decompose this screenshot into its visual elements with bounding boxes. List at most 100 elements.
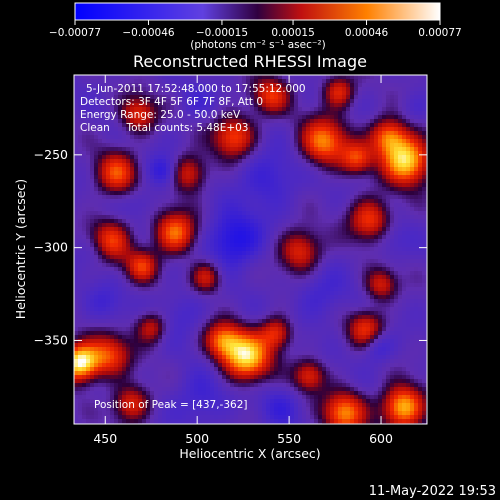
heatmap-cell [238, 271, 242, 275]
heatmap-cell [246, 75, 250, 79]
heatmap-cell [202, 75, 206, 79]
heatmap-cell [182, 227, 186, 231]
heatmap-cell [118, 283, 122, 287]
heatmap-cell [262, 75, 266, 79]
heatmap-cell [78, 159, 82, 163]
heatmap-cell [386, 235, 390, 239]
heatmap-cell [78, 283, 82, 287]
heatmap-cell [130, 259, 134, 263]
heatmap-cell [206, 131, 210, 135]
heatmap-cell [118, 171, 122, 175]
heatmap-cell [134, 127, 138, 131]
heatmap-cell [402, 211, 406, 215]
heatmap-cell [390, 215, 394, 219]
heatmap-cell [422, 247, 426, 251]
heatmap-cell [322, 135, 326, 139]
heatmap-cell [210, 119, 214, 123]
heatmap-cell [78, 131, 82, 135]
heatmap-cell [390, 211, 394, 215]
heatmap-cell [138, 199, 142, 203]
heatmap-cell [78, 143, 82, 147]
heatmap-cell [134, 163, 138, 167]
heatmap-cell [386, 263, 390, 267]
heatmap-cell [342, 215, 346, 219]
heatmap-cell [178, 95, 182, 99]
heatmap-cell [314, 115, 318, 119]
heatmap-cell [418, 235, 422, 239]
heatmap-cell [334, 287, 338, 291]
heatmap-cell [270, 91, 274, 95]
heatmap-cell [118, 275, 122, 279]
heatmap-cell [106, 219, 110, 223]
heatmap-cell [214, 223, 218, 227]
heatmap-cell [262, 271, 266, 275]
heatmap-cell [234, 291, 238, 295]
heatmap-cell [406, 91, 410, 95]
heatmap-cell [246, 275, 250, 279]
heatmap-cell [146, 79, 150, 83]
heatmap-cell [302, 115, 306, 119]
heatmap-cell [222, 223, 226, 227]
heatmap-cell [314, 251, 318, 255]
heatmap-cell [174, 175, 178, 179]
heatmap-cell [270, 179, 274, 183]
heatmap-cell [194, 167, 198, 171]
heatmap-cell [266, 191, 270, 195]
heatmap-cell [266, 223, 270, 227]
heatmap-cell [390, 183, 394, 187]
heatmap-cell [282, 139, 286, 143]
heatmap-cell [114, 155, 118, 159]
heatmap-cell [150, 195, 154, 199]
heatmap-cell [290, 155, 294, 159]
heatmap-cell [154, 167, 158, 171]
heatmap-cell [350, 227, 354, 231]
heatmap-cell [222, 91, 226, 95]
heatmap-cell [134, 295, 138, 299]
heatmap-cell [234, 131, 238, 135]
heatmap-cell [222, 287, 226, 291]
heatmap-cell [238, 295, 242, 299]
heatmap-cell [410, 171, 414, 175]
heatmap-cell [246, 207, 250, 211]
heatmap-cell [386, 267, 390, 271]
heatmap-cell [90, 163, 94, 167]
heatmap-cell [166, 267, 170, 271]
heatmap-cell [262, 267, 266, 271]
heatmap-cell [154, 111, 158, 115]
heatmap-cell [150, 167, 154, 171]
heatmap-cell [374, 75, 378, 79]
heatmap-cell [270, 271, 274, 275]
heatmap-cell [326, 211, 330, 215]
heatmap-cell [90, 259, 94, 263]
heatmap-cell [306, 211, 310, 215]
heatmap-cell [166, 99, 170, 103]
heatmap-cell [106, 295, 110, 299]
heatmap-cell [290, 115, 294, 119]
heatmap-cell [338, 91, 342, 95]
heatmap-cell [278, 231, 282, 235]
heatmap-cell [154, 263, 158, 267]
heatmap-cell [286, 179, 290, 183]
heatmap-cell [154, 79, 158, 83]
heatmap-cell [230, 275, 234, 279]
heatmap-cell [362, 279, 366, 283]
heatmap-cell [382, 163, 386, 167]
heatmap-cell [406, 75, 410, 79]
heatmap-cell [326, 195, 330, 199]
heatmap-cell [294, 263, 298, 267]
heatmap-cell [414, 267, 418, 271]
heatmap-cell [418, 127, 422, 131]
heatmap-cell [198, 195, 202, 199]
heatmap-cell [114, 195, 118, 199]
heatmap-cell [310, 159, 314, 163]
heatmap-cell [210, 255, 214, 259]
heatmap-cell [422, 87, 426, 91]
heatmap-cell [242, 295, 246, 299]
heatmap-cell [198, 247, 202, 251]
heatmap-cell [170, 291, 174, 295]
heatmap-cell [114, 283, 118, 287]
heatmap-cell [330, 215, 334, 219]
heatmap-cell [82, 251, 86, 255]
heatmap-cell [382, 123, 386, 127]
heatmap-cell [110, 103, 114, 107]
